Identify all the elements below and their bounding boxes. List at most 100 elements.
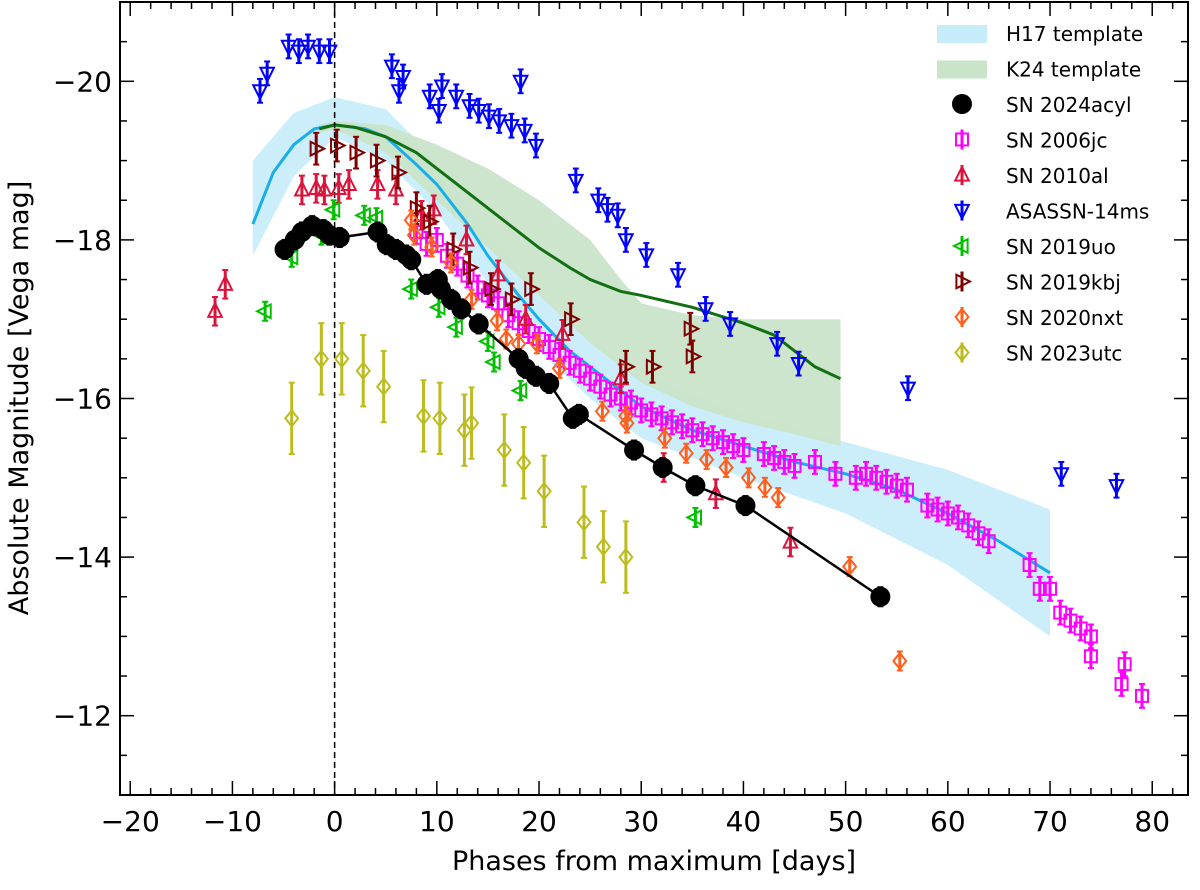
- data-point: [697, 302, 715, 320]
- series-sn-2023utc: [284, 322, 634, 594]
- data-point: [421, 89, 439, 107]
- data-point: [981, 534, 996, 549]
- legend-label: H17 template: [1006, 22, 1143, 46]
- data-point: [484, 280, 502, 298]
- legend-label: SN 2006jc: [1006, 129, 1107, 153]
- data-point: [366, 209, 384, 227]
- data-point: [463, 289, 480, 309]
- legend-marker: [952, 94, 972, 114]
- data-point: [1022, 558, 1037, 573]
- legend-marker: [953, 203, 971, 221]
- data-point: [258, 66, 276, 84]
- data-point: [1083, 649, 1098, 664]
- data-point: [567, 173, 585, 191]
- data-point: [290, 44, 308, 62]
- series-sn-2020nxt: [403, 209, 908, 672]
- data-point: [787, 458, 802, 473]
- data-point: [768, 337, 786, 355]
- series-asassn-14ms: [251, 33, 1125, 499]
- data-point: [330, 178, 348, 195]
- data-point: [423, 213, 440, 231]
- data-point: [458, 229, 475, 247]
- data-point: [340, 174, 358, 191]
- x-tick-label: 40: [726, 805, 762, 838]
- data-point: [284, 408, 300, 428]
- data-point: [446, 318, 463, 336]
- data-point: [354, 206, 371, 224]
- data-point: [920, 498, 935, 513]
- legend-marker: [954, 307, 970, 327]
- data-point: [705, 431, 720, 446]
- data-point: [299, 39, 317, 57]
- data-point: [254, 302, 272, 320]
- data-point: [403, 210, 419, 230]
- data-point: [310, 44, 328, 62]
- data-point: [1053, 605, 1068, 620]
- data-point: [470, 280, 485, 295]
- data-point: [572, 363, 587, 378]
- data-point: [870, 586, 891, 607]
- legend-marker: [955, 273, 973, 290]
- data-point: [524, 280, 542, 298]
- data-point: [375, 377, 392, 397]
- data-points: [206, 33, 1150, 709]
- data-point: [369, 174, 386, 191]
- data-point: [726, 439, 741, 454]
- legend-swatch: [937, 25, 987, 43]
- data-point: [595, 537, 612, 557]
- data-point: [391, 164, 409, 181]
- data-point: [433, 79, 451, 97]
- x-tick-label: 0: [326, 805, 344, 838]
- x-axis-label: Phases from maximum [days]: [452, 846, 856, 877]
- data-point: [512, 74, 530, 92]
- x-tick-label: 60: [930, 805, 966, 838]
- data-point: [698, 449, 715, 470]
- data-point: [594, 401, 611, 421]
- data-point: [477, 332, 495, 350]
- data-point: [554, 324, 571, 341]
- y-tick-label: −18: [53, 224, 112, 257]
- data-point: [447, 89, 465, 107]
- data-point: [529, 334, 545, 354]
- data-point: [468, 313, 489, 334]
- data-point: [612, 368, 630, 386]
- data-point: [664, 415, 679, 430]
- data-point: [409, 199, 427, 217]
- data-point: [432, 408, 448, 428]
- data-point: [451, 298, 472, 319]
- legend-label: K24 template: [1006, 58, 1141, 82]
- data-point: [536, 481, 552, 501]
- data-point: [517, 308, 535, 326]
- data-point: [777, 454, 792, 469]
- data-point: [489, 264, 507, 282]
- series-sn-2024acyl: [274, 215, 891, 608]
- legend-label: SN 2019kbj: [1006, 271, 1121, 295]
- data-point: [624, 395, 639, 410]
- data-point: [971, 526, 986, 541]
- data-point: [678, 443, 694, 463]
- legend-label: SN 2020nxt: [1006, 306, 1123, 330]
- data-point: [369, 152, 387, 170]
- data-point: [899, 381, 917, 399]
- axis-ticks: [120, 1, 1188, 796]
- data-point: [848, 470, 863, 485]
- data-point: [685, 423, 700, 438]
- data-point: [685, 509, 702, 526]
- legend-marker: [954, 342, 970, 363]
- data-point: [480, 288, 495, 303]
- data-point: [859, 466, 874, 481]
- data-point: [790, 357, 808, 374]
- data-point: [562, 355, 577, 370]
- data-point: [718, 457, 734, 478]
- data-point: [462, 259, 480, 277]
- data-point: [645, 358, 663, 376]
- x-tick-label: 50: [828, 805, 864, 838]
- data-point: [1043, 581, 1058, 596]
- data-point: [589, 193, 607, 211]
- data-point: [551, 358, 568, 378]
- data-point: [735, 495, 756, 516]
- data-point: [767, 450, 782, 465]
- y-tick-label: −16: [53, 383, 112, 416]
- data-point: [1108, 479, 1125, 496]
